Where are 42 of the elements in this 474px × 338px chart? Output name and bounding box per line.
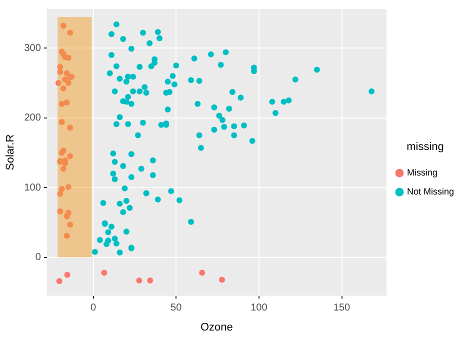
point	[58, 186, 65, 192]
y-tick-label: 100	[24, 182, 42, 194]
point	[57, 190, 64, 197]
point	[56, 278, 62, 284]
point	[62, 76, 68, 82]
point	[57, 64, 64, 70]
point	[147, 277, 154, 284]
point	[67, 153, 74, 160]
point	[67, 222, 74, 228]
legend-label: Missing	[406, 168, 438, 178]
point	[65, 210, 72, 216]
point	[136, 277, 142, 284]
y-tick-label: 300	[24, 42, 42, 54]
point	[60, 22, 66, 29]
y-tick-label: 200	[24, 112, 42, 124]
point	[60, 86, 66, 92]
point	[65, 80, 72, 86]
point	[58, 100, 65, 107]
point	[55, 80, 62, 86]
x-tick-label: 100	[250, 302, 268, 314]
x-tick-label: 150	[333, 302, 351, 314]
legend-label: Not Missing	[406, 186, 454, 197]
point	[67, 30, 74, 36]
point	[101, 270, 108, 276]
point	[67, 124, 74, 131]
point	[65, 184, 72, 190]
x-tick-label: 50	[170, 302, 182, 314]
y-axis-title: Solar.R	[4, 134, 17, 170]
x-axis-title: Ozone	[200, 321, 233, 334]
point	[58, 119, 65, 126]
point	[218, 276, 225, 283]
legend-title: missing	[406, 140, 444, 153]
point	[64, 272, 70, 278]
point	[60, 166, 66, 172]
point	[64, 100, 70, 106]
point	[64, 70, 70, 76]
point	[199, 270, 206, 276]
point	[58, 48, 65, 55]
x-tick-label: 0	[90, 302, 96, 314]
y-tick-label: 0	[35, 252, 42, 264]
point	[57, 208, 64, 214]
point	[64, 232, 70, 239]
